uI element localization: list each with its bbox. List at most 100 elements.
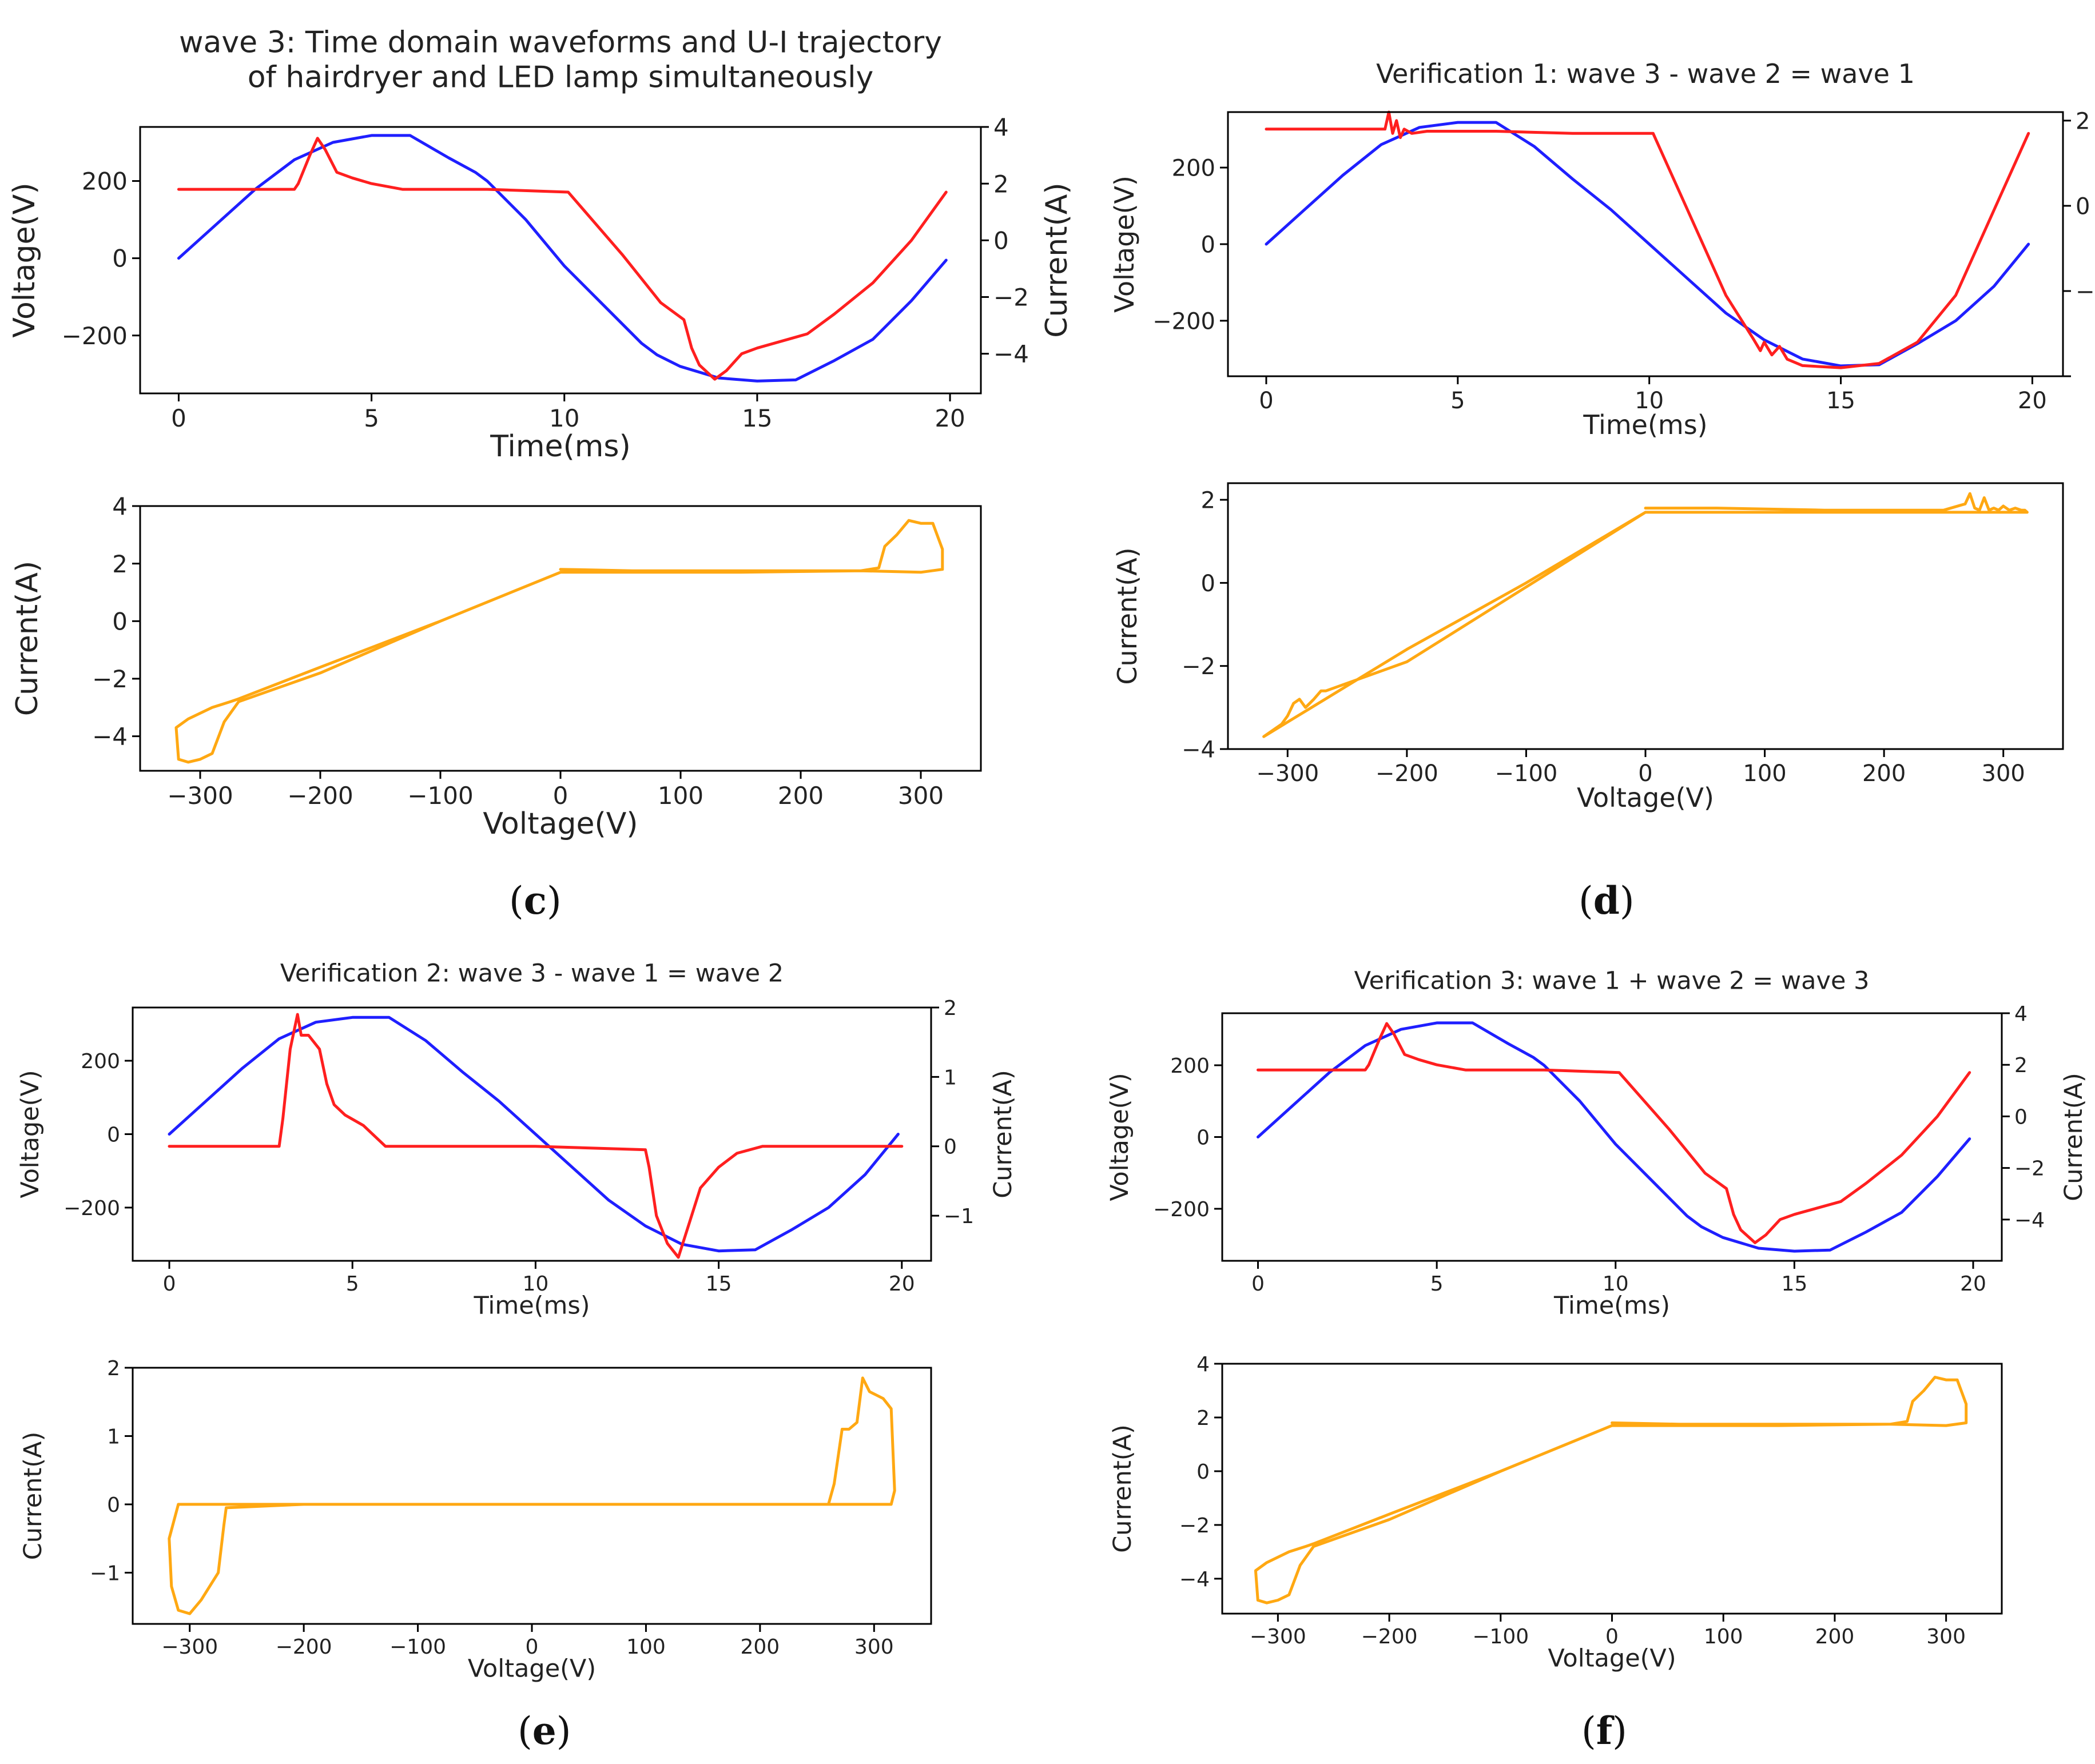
- panel-d-ui-plot: −300 −200 −100 0 100 200 300 −4 −2 0 2 Voltage(V) Cu…: [1112, 482, 2064, 813]
- time-plot-ytick-label: 200: [81, 1050, 120, 1073]
- ui-trajectory-line: [168, 1376, 896, 1615]
- ui-plot-ytick-label: 0: [1201, 571, 1215, 597]
- time-plot-ytick-label: −200: [62, 322, 128, 350]
- time-plot-xtick-label: 0: [171, 404, 186, 432]
- ui-plot-ytick-label: 1: [107, 1425, 120, 1448]
- ui-plot-ytick-label: −2: [1179, 1514, 1210, 1538]
- time-plot-y2tick-label: 2: [2076, 108, 2090, 134]
- panel-f-time-plot: 0 5 10 15 20 −200 0 200 −4 −2 0 2 4 Time(ms) Voltage(V…: [1106, 1002, 2088, 1320]
- panel-c: wave 3: Time domain waveforms and U-I tr…: [7, 26, 1074, 923]
- ui-plot-ytick-label: 0: [107, 1494, 120, 1517]
- ui-plot-ylabel: Current(A): [10, 561, 45, 716]
- ui-plot-ytick-label: 4: [1196, 1353, 1210, 1376]
- ui-trajectory-line: [174, 519, 944, 764]
- time-plot-ytick-label: −200: [1152, 308, 1215, 335]
- time-plot-ytick-label: 200: [82, 168, 128, 196]
- panel-e: Verification 2: wave 3 - wave 1 = wave 2…: [16, 959, 1017, 1753]
- panel-f-ui-plot: −300 −200 −100 0 100 200 300 −4 −2 0 2 4 Voltage(V) C…: [1108, 1353, 2003, 1673]
- time-plot-y2tick-label: −1: [944, 1205, 974, 1228]
- time-plot-xtick-label: 0: [1251, 1272, 1265, 1296]
- time-plot-y2tick-label: −: [2076, 278, 2095, 305]
- panel-d: Verification 1: wave 3 - wave 2 = wave 1…: [1109, 58, 2095, 923]
- ui-plot-xtick-label: 0: [1638, 760, 1652, 787]
- time-plot-y2tick-label: 0: [2076, 193, 2090, 220]
- time-plot-y2tick-label: 0: [993, 226, 1009, 254]
- panel-f-label: (f): [1581, 1709, 1627, 1753]
- time-plot-xlabel: Time(ms): [1583, 409, 1707, 440]
- ui-plot-xtick-label: 200: [740, 1635, 780, 1659]
- time-plot-y2tick-label: 2: [993, 170, 1009, 198]
- ui-plot-ytick-label: 2: [107, 1357, 120, 1380]
- panel-f-title-line: Verification 3: wave 1 + wave 2 = wave 3: [1354, 966, 1870, 995]
- ui-plot-xtick-label: −200: [1361, 1625, 1418, 1648]
- ui-plot-ytick-label: 4: [112, 492, 128, 520]
- ui-plot-xtick-label: 300: [854, 1635, 894, 1659]
- ui-plot-xlabel: Voltage(V): [483, 807, 638, 841]
- time-plot-xtick-label: 10: [549, 404, 579, 432]
- ui-plot-xtick-label: −300: [1256, 760, 1319, 787]
- panel-d-title-line: Verification 1: wave 3 - wave 2 = wave 1: [1376, 58, 1915, 89]
- time-plot-xtick-label: 15: [1826, 388, 1855, 414]
- panel-e-ui-plot: −300 −200 −100 0 100 200 300 −1 0 1 2 Voltage(V) Cur…: [19, 1357, 932, 1683]
- ui-plot-ytick-label: 0: [112, 607, 128, 635]
- time-plot-ytick-label: 200: [1172, 155, 1215, 181]
- time-plot-y2tick-label: 2: [944, 997, 957, 1020]
- panel-c-title-line: of hairdryer and LED lamp simultaneously: [248, 61, 874, 95]
- time-plot-ytick-label: −200: [1153, 1198, 1210, 1221]
- panel-c-label: (c): [509, 878, 562, 923]
- time-plot-xtick-label: 15: [742, 404, 772, 432]
- time-plot-y2label: Current(A): [2060, 1073, 2088, 1201]
- ui-plot-ytick-label: −1: [90, 1562, 120, 1585]
- ui-trajectory-line: [1262, 492, 2029, 738]
- ui-plot-xtick-label: 200: [778, 782, 824, 810]
- time-plot-xtick-label: 5: [1430, 1272, 1444, 1296]
- ui-plot-ytick-label: −2: [1182, 654, 1215, 680]
- ui-plot-ylabel: Current(A): [1108, 1424, 1137, 1552]
- ui-plot-xtick-label: 300: [1982, 760, 2025, 787]
- panel-e-time-plot: 0 5 10 15 20 −200 0 200 −1 0 1 2 Time(ms) Voltage(V) C…: [16, 997, 1017, 1320]
- ui-plot-xtick-label: −300: [1250, 1625, 1306, 1648]
- time-plot-xtick-label: 10: [1603, 1272, 1629, 1296]
- ui-plot-ytick-label: 2: [1201, 487, 1215, 513]
- time-plot-ytick-label: 0: [1196, 1126, 1210, 1149]
- ui-plot-ylabel: Current(A): [19, 1432, 47, 1560]
- time-plot-xtick-label: 5: [346, 1272, 359, 1296]
- ui-plot-xtick-label: 100: [1704, 1625, 1743, 1648]
- ui-plot-xtick-label: 100: [658, 782, 703, 810]
- ui-plot-xlabel: Voltage(V): [468, 1655, 596, 1683]
- time-plot-y2tick-label: 4: [2014, 1002, 2028, 1026]
- time-plot-xtick-label: 0: [163, 1272, 176, 1296]
- current-series-line: [1257, 1022, 1971, 1244]
- time-plot-ytick-label: −200: [63, 1197, 120, 1220]
- ui-plot-ytick-label: −2: [92, 665, 128, 693]
- time-plot-y2label: Current(A): [989, 1070, 1017, 1198]
- ui-plot-xlabel: Voltage(V): [1577, 782, 1714, 813]
- ui-plot-ytick-label: 0: [1196, 1460, 1210, 1484]
- time-plot-xtick-label: 10: [522, 1272, 548, 1296]
- current-series-line: [168, 1013, 904, 1259]
- ui-plot-xtick-label: −300: [161, 1635, 218, 1659]
- ui-plot-ytick-label: 2: [112, 550, 128, 578]
- ui-plot-ylabel: Current(A): [1112, 547, 1143, 684]
- time-plot-y2tick-label: −2: [2014, 1157, 2045, 1181]
- ui-plot-xtick-label: −200: [287, 782, 353, 810]
- ui-plot-xlabel: Voltage(V): [1548, 1644, 1676, 1673]
- time-plot-y2tick-label: −2: [993, 284, 1029, 312]
- ui-plot-ytick-label: −4: [1182, 736, 1215, 763]
- time-plot-y2tick-label: 0: [2014, 1105, 2028, 1129]
- time-plot-y2tick-label: 1: [944, 1066, 957, 1089]
- time-plot-xtick-label: 15: [1781, 1272, 1807, 1296]
- time-plot-xtick-label: 5: [364, 404, 379, 432]
- ui-plot-xtick-label: 200: [1815, 1625, 1855, 1648]
- ui-plot-xtick-label: −200: [1376, 760, 1438, 787]
- ui-plot-ytick-label: 2: [1196, 1407, 1210, 1430]
- ui-plot-xtick-label: 100: [626, 1635, 666, 1659]
- time-plot-ylabel: Voltage(V): [1109, 176, 1140, 313]
- current-series-line: [1265, 110, 2030, 369]
- time-plot-xtick-label: 10: [1635, 388, 1664, 414]
- panel-c-title-line: wave 3: Time domain waveforms and U-I tr…: [179, 26, 942, 60]
- time-plot-ylabel: Voltage(V): [7, 182, 42, 337]
- time-plot-xlabel: Time(ms): [1553, 1292, 1670, 1320]
- time-plot-y2tick-label: −4: [993, 340, 1029, 368]
